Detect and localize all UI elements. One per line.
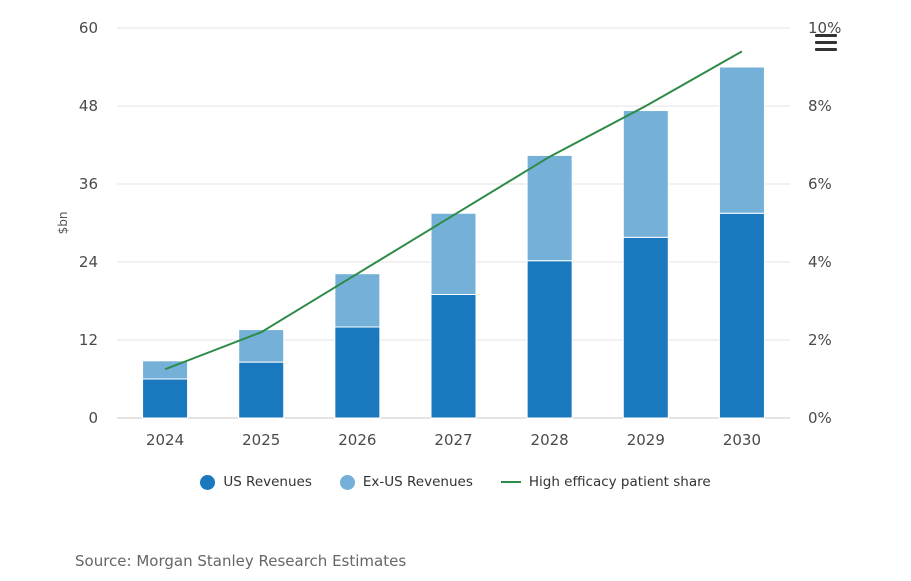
bar-ex-us-revenues (430, 212, 477, 295)
source-note: Source: Morgan Stanley Research Estimate… (75, 552, 407, 570)
y-axis-title: $bn (56, 212, 70, 235)
x-tick-label: 2024 (146, 431, 184, 449)
legend-item-ex-us-revenues[interactable]: Ex-US Revenues (339, 474, 473, 490)
y2-tick-label: 2% (808, 331, 832, 349)
bar-us-revenues (430, 294, 477, 419)
line-series (164, 50, 743, 371)
legend-label-ex-us: Ex-US Revenues (362, 474, 473, 490)
bar-us-revenues (142, 378, 189, 419)
x-axis-ticks: 2024 2025 2026 2027 2028 2029 2030 (146, 431, 761, 449)
y-tick-label: 24 (79, 253, 98, 271)
x-tick-label: 2028 (531, 431, 569, 449)
bar-series (142, 66, 765, 419)
x-tick-label: 2026 (338, 431, 376, 449)
x-tick-label: 2030 (723, 431, 761, 449)
bar-us-revenues (334, 326, 381, 419)
y2-tick-label: 4% (808, 253, 832, 271)
y-tick-label: 36 (79, 175, 98, 193)
y2-tick-label: 0% (808, 409, 832, 427)
y2-tick-label: 6% (808, 175, 832, 193)
bar-us-revenues (622, 236, 669, 419)
legend-item-us-revenues[interactable]: US Revenues (200, 474, 312, 490)
legend-swatch-ex-us (339, 474, 355, 490)
bar-ex-us-revenues (526, 154, 573, 262)
x-tick-label: 2029 (627, 431, 665, 449)
y2-tick-label: 8% (808, 97, 832, 115)
legend-item-patient-share[interactable]: High efficacy patient share (500, 474, 711, 490)
bar-ex-us-revenues (622, 110, 669, 238)
legend-label-patient-share: High efficacy patient share (528, 474, 711, 490)
y-tick-label: 60 (79, 19, 98, 37)
right-axis-ticks: 0% 2% 4% 6% 8% 10% (808, 19, 841, 427)
legend-label-us: US Revenues (223, 474, 312, 490)
hamburger-menu-icon[interactable] (815, 34, 837, 52)
y2-tick-label: 10% (808, 19, 841, 37)
line-patient-share (164, 50, 743, 371)
bar-us-revenues (238, 361, 285, 419)
bar-ex-us-revenues (718, 66, 765, 214)
bar-ex-us-revenues (334, 273, 381, 328)
left-axis-ticks: 0 12 24 36 48 60 (79, 19, 98, 427)
x-tick-label: 2025 (242, 431, 280, 449)
y-tick-label: 48 (79, 97, 98, 115)
y-tick-label: 12 (79, 331, 98, 349)
legend-swatch-us (200, 474, 216, 490)
legend: US Revenues Ex-US Revenues High efficacy… (0, 470, 911, 494)
x-tick-label: 2027 (434, 431, 472, 449)
bar-us-revenues (526, 260, 573, 419)
legend-swatch-patient-share (500, 481, 521, 483)
bar-us-revenues (718, 212, 765, 419)
bar-ex-us-revenues (238, 329, 285, 363)
y-tick-label: 0 (88, 409, 98, 427)
